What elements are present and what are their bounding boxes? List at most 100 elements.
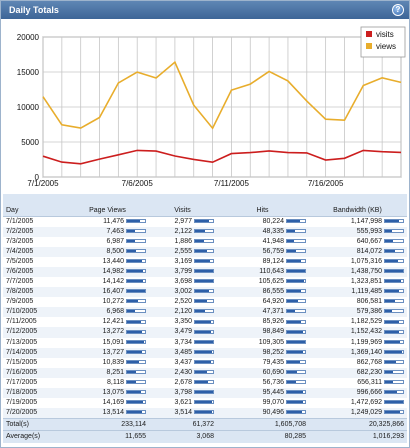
averages-row: Average(s) 11,655 3,068 80,285 1,016,293 [3,430,407,443]
col-header-bandwidth[interactable]: Bandwidth (KB) [309,194,407,217]
cell-value: 814,072 [356,247,382,255]
value-bar [384,380,404,385]
cell-day: 7/17/2005 [3,378,67,388]
col-header-visits[interactable]: Visits [149,194,217,217]
cell-visits: 3,798 [149,388,217,399]
cell-visits: 3,002 [149,287,217,298]
value-bar [384,248,404,253]
value-bar [286,238,306,243]
table-row: 7/1/2005 11,476 2,977 80,224 1,147,998 [3,216,407,227]
cell-day: 7/6/2005 [3,266,67,277]
cell-value: 7/4/2005 [6,247,34,255]
cell-value: 3,621 [174,399,192,407]
cell-day: 7/19/2005 [3,398,67,408]
cell-value: 3,002 [174,288,192,296]
cell-day: 7/10/2005 [3,307,67,318]
cell-views: 10,839 [67,358,149,368]
cell-value: 7/12/2005 [6,328,38,336]
cell-value: 7/14/2005 [6,348,38,356]
table-row: 7/10/2005 6,968 2,120 47,371 579,386 [3,307,407,318]
value-bar [194,359,214,364]
value-bar [126,359,146,364]
cell-value: 47,371 [262,308,284,316]
cell-hits: 95,445 [217,388,309,399]
cell-visits: 2,430 [149,367,217,378]
cell-value: 7/6/2005 [6,267,34,275]
table-row: 7/16/2005 8,251 2,430 60,690 682,230 [3,367,407,378]
cell-hits: 90,496 [217,408,309,419]
totals-bandwidth: 20,325,866 [309,418,407,431]
col-header-hits[interactable]: Hits [217,194,309,217]
value-bar [384,359,404,364]
cell-value: 7/8/2005 [6,288,34,296]
cell-views: 13,440 [67,257,149,267]
value-bar [126,248,146,253]
y-tick-label: 0 [35,173,40,182]
cell-value: 3,437 [174,358,192,366]
value-bar [384,289,404,294]
cell-hits: 56,759 [217,246,309,257]
help-icon[interactable]: ? [392,4,404,16]
cell-value: 105,625 [258,278,284,286]
cell-hits: 109,305 [217,338,309,348]
cell-views: 11,476 [67,216,149,227]
table-row: 7/19/2005 14,169 3,621 99,070 1,472,692 [3,398,407,408]
cell-value: 89,124 [262,257,284,265]
value-bar [194,370,214,375]
value-bar [194,228,214,233]
cell-hits: 98,849 [217,327,309,338]
cell-value: 7,463 [106,227,124,235]
value-bar [286,258,306,263]
cell-bw: 579,386 [309,307,407,318]
cell-bw: 1,119,485 [309,287,407,298]
col-header-day[interactable]: Day [3,194,67,217]
cell-value: 7/11/2005 [6,318,37,326]
cell-value: 1,152,432 [350,328,382,336]
cell-visits: 2,122 [149,226,217,237]
value-bar [126,238,146,243]
cell-views: 12,421 [67,317,149,327]
value-bar [126,228,146,233]
value-bar [126,349,146,354]
cell-visits: 3,350 [149,317,217,327]
cell-value: 3,698 [174,278,192,286]
cell-value: 1,182,529 [350,318,382,326]
cell-value: 3,514 [174,409,192,417]
averages-bandwidth: 1,016,293 [309,430,407,443]
cell-value: 3,798 [174,389,192,397]
cell-hits: 60,690 [217,367,309,378]
cell-value: 6,987 [106,237,124,245]
cell-value: 3,485 [174,348,192,356]
cell-value: 14,982 [102,267,124,275]
value-bar [126,218,146,223]
cell-bw: 862,768 [309,358,407,368]
cell-day: 7/5/2005 [3,257,67,267]
cell-value: 7/2/2005 [6,227,34,235]
cell-value: 862,768 [356,358,382,366]
value-bar [286,370,306,375]
value-bar [194,289,214,294]
cell-value: 13,514 [102,409,124,417]
value-bar [286,218,306,223]
cell-bw: 1,075,316 [309,257,407,267]
cell-visits: 3,169 [149,257,217,267]
cell-value: 996,666 [356,389,382,397]
value-bar [126,400,146,405]
value-bar [384,319,404,324]
cell-value: 1,369,140 [350,348,382,356]
value-bar [384,309,404,314]
cell-visits: 3,485 [149,347,217,358]
cell-value: 1,472,692 [350,399,382,407]
cell-bw: 1,323,851 [309,277,407,287]
value-bar [194,390,214,395]
cell-views: 13,514 [67,408,149,419]
table-row: 7/8/2005 16,407 3,002 86,555 1,119,485 [3,287,407,298]
value-bar [286,269,306,274]
col-header-page-views[interactable]: Page Views [67,194,149,217]
cell-value: 8,500 [106,247,124,255]
averages-views: 11,655 [67,430,149,443]
cell-bw: 1,369,140 [309,347,407,358]
cell-visits: 3,799 [149,266,217,277]
cell-views: 13,272 [67,327,149,338]
cell-bw: 996,666 [309,388,407,399]
